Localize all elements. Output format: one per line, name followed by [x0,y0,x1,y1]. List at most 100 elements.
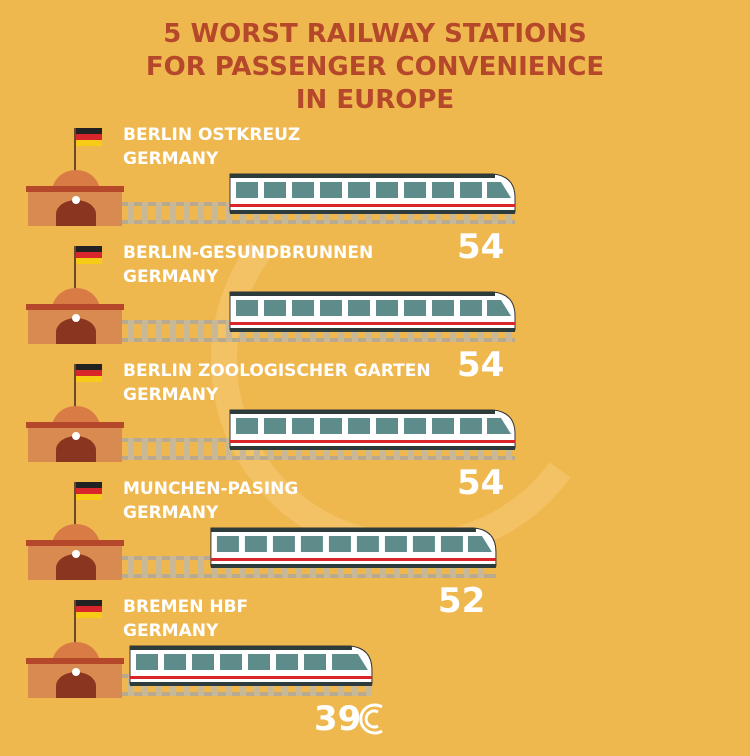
sleeper [156,438,162,460]
sleeper [212,202,218,224]
rail [122,456,515,460]
train-window [264,418,286,434]
train-roof [230,174,495,178]
train-window [320,418,342,434]
sleeper [198,556,204,578]
sleeper [170,556,176,578]
train [210,527,497,568]
train-roof [210,528,476,532]
train-window [320,182,342,198]
station-door [56,554,96,580]
station-roof [26,186,124,192]
train-windshield [487,300,511,316]
sleeper [184,438,190,460]
country-name: GERMANY [123,621,219,641]
train-window [216,536,239,552]
train-base [230,210,515,214]
train [229,291,516,332]
train-window [376,300,398,316]
train-window [404,182,426,198]
sleeper [170,438,176,460]
sleeper [156,320,162,342]
flag-stripe [76,134,102,140]
sleeper [142,556,148,578]
train-window [276,654,298,670]
train-window [292,418,314,434]
station-clock [72,550,80,558]
station [26,406,124,462]
station [26,288,124,344]
station-roof [26,658,124,664]
sleeper [128,320,134,342]
train-window [236,182,258,198]
train-window [292,300,314,316]
flag-stripe [76,494,102,500]
train-window [376,182,398,198]
station-name: BERLIN ZOOLOGISCHER GARTEN [123,361,431,381]
station [26,642,124,698]
train-window [300,536,323,552]
flag [74,600,102,650]
sleeper [142,438,148,460]
station-roof [26,422,124,428]
train-window [264,182,286,198]
value-label: 54 [457,345,504,385]
train-window [328,536,351,552]
flag-stripe [76,258,102,264]
train-window [272,536,295,552]
sleeper [212,320,218,342]
station-name: MUNCHEN-PASING [123,479,298,499]
train-window [348,418,370,434]
train-stripe [230,440,515,443]
station-clock [72,196,80,204]
country-name: GERMANY [123,385,219,405]
train-window [376,418,398,434]
train-windshield [343,654,368,670]
train-window [460,418,482,434]
train [129,645,373,686]
train-window [432,300,454,316]
train-roof [230,292,495,296]
train-window [264,300,286,316]
train [229,409,516,450]
sleeper [184,556,190,578]
train-window [236,300,258,316]
flag [74,364,102,414]
train-base [230,446,515,450]
station-name: BREMEN HBF [123,597,248,617]
station [26,524,124,580]
station [26,170,124,226]
sleeper [184,320,190,342]
title-line: FOR PASSENGER CONVENIENCE [146,52,604,82]
flag-stripe [76,140,102,146]
train-window [248,654,270,670]
train-window [192,654,214,670]
train-windshield [487,182,511,198]
logo [359,703,383,735]
train-window [136,654,158,670]
train-stripe [210,558,496,561]
train-window [164,654,186,670]
station-clock [72,314,80,322]
value-label: 39 [314,699,361,739]
station-clock [72,432,80,440]
train-window [244,536,267,552]
train-base [210,564,496,568]
sleeper [198,438,204,460]
station-door [56,672,96,698]
flag [74,246,102,296]
sleeper [128,556,134,578]
rail [122,692,372,696]
country-name: GERMANY [123,267,219,287]
train-window [460,300,482,316]
train-window [460,182,482,198]
train-stripe [230,322,515,325]
train-base [130,682,372,686]
train-window [432,418,454,434]
train-stripe [130,676,372,679]
value-label: 52 [438,581,485,621]
train-window [348,300,370,316]
sleeper [226,320,232,342]
train-roof [230,410,495,414]
sleeper [184,202,190,224]
